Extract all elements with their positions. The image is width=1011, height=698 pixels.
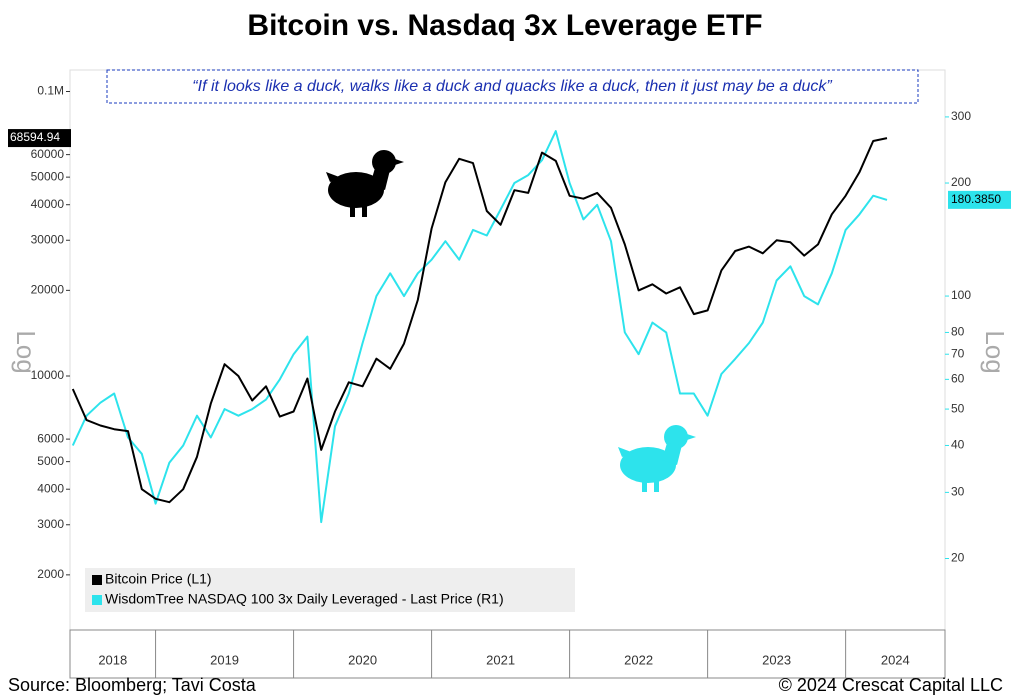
source: Source: Bloomberg; Tavi Costa xyxy=(8,675,257,695)
y-tick-label: 0.1M xyxy=(37,84,64,98)
x-axis-band xyxy=(69,629,946,679)
y2-tick-label: 60 xyxy=(951,372,965,386)
y2-tick-label: 80 xyxy=(951,325,965,339)
annotation-box xyxy=(106,69,919,104)
y2-tick-label: 100 xyxy=(951,288,971,302)
y-tick-label: 4000 xyxy=(37,481,64,495)
y2-tick-label: 40 xyxy=(951,438,965,452)
y2-tick-label: 50 xyxy=(951,401,965,415)
legend-swatch xyxy=(92,595,102,605)
x-tick-label: 2019 xyxy=(210,652,239,667)
series-line xyxy=(71,137,888,504)
legend-label: Bitcoin Price (L1) xyxy=(105,571,212,587)
duck-icon xyxy=(326,150,404,217)
y2-tick-label: 30 xyxy=(951,485,965,499)
last-price-box xyxy=(948,190,1011,209)
y-tick-label: 20000 xyxy=(31,283,65,297)
y-tick-label: 3000 xyxy=(37,517,64,531)
x-tick-label: 2018 xyxy=(98,652,127,667)
legend-box xyxy=(85,568,575,612)
y-tick-label: 50000 xyxy=(31,169,65,183)
last-price-label: 180.3850 xyxy=(951,192,1001,206)
series-line xyxy=(71,130,888,524)
y2-tick-label: 20 xyxy=(951,551,965,565)
x-tick-label: 2022 xyxy=(624,652,653,667)
x-tick-label: 2023 xyxy=(762,652,791,667)
y-tick-label: 2000 xyxy=(37,567,64,581)
plot-area xyxy=(69,69,946,631)
x-tick-label: 2024 xyxy=(881,652,910,667)
x-tick-label: 2021 xyxy=(486,652,515,667)
legend-swatch xyxy=(92,575,102,585)
chart-title: Bitcoin vs. Nasdaq 3x Leverage ETF xyxy=(247,9,762,42)
y-tick-label: 30000 xyxy=(31,232,65,246)
duck-icon xyxy=(618,425,696,492)
y-tick-label: 6000 xyxy=(37,431,64,445)
y-axis-label: Log xyxy=(11,330,41,373)
last-price-box xyxy=(8,129,71,148)
annotation: “If it looks like a duck, walks like a d… xyxy=(192,78,832,95)
y-tick-label: 5000 xyxy=(37,454,64,468)
last-price-label: 68594.94 xyxy=(10,130,60,144)
y2-tick-label: 300 xyxy=(951,109,971,123)
y2-tick-label: 70 xyxy=(951,346,965,360)
y-tick-label: 40000 xyxy=(31,197,65,211)
y-tick-label: 10000 xyxy=(31,368,65,382)
y-tick-label: 60000 xyxy=(31,147,65,161)
copyright: © 2024 Crescat Capital LLC xyxy=(779,675,1003,695)
y2-axis-label: Log xyxy=(980,330,1010,373)
x-tick-label: 2020 xyxy=(348,652,377,667)
legend-label: WisdomTree NASDAQ 100 3x Daily Leveraged… xyxy=(105,591,504,607)
y2-tick-label: 200 xyxy=(951,175,971,189)
